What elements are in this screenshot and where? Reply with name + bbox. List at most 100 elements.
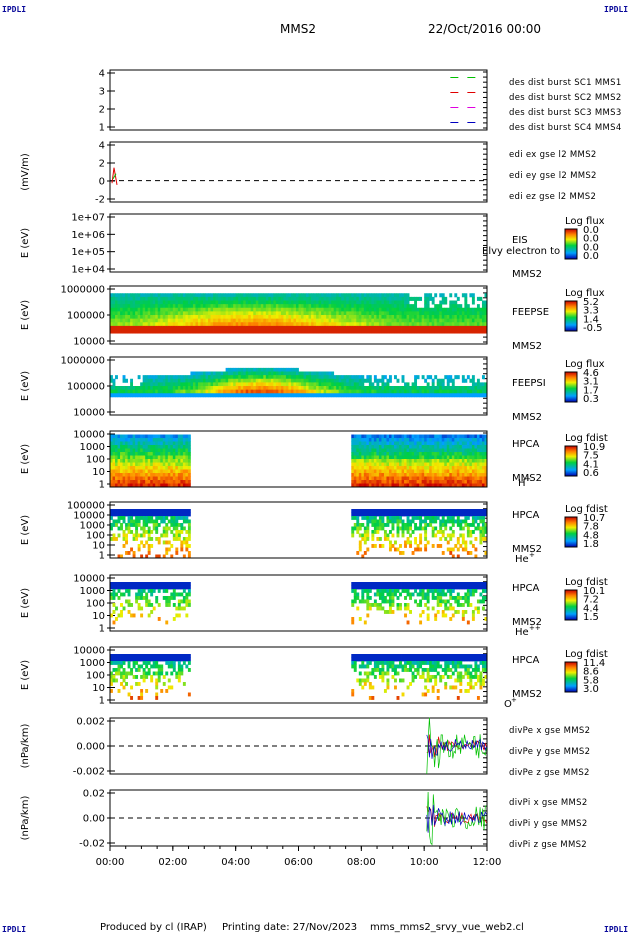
panel-5-heat-cell	[122, 375, 126, 380]
panel-7-ytick-label: 100000	[67, 501, 105, 512]
panel-5-heat-cell	[414, 382, 418, 387]
panel-5-heat-cell	[132, 389, 136, 394]
panel-6-heat-cell	[409, 473, 412, 477]
panel-4-heat-cell	[213, 296, 216, 301]
panel-4-heat-cell	[155, 329, 159, 334]
panel-6-heat-cell	[120, 445, 123, 449]
panel-5-heat-cell	[419, 389, 423, 394]
panel-4-heat-cell	[228, 315, 232, 320]
panel-4-heat-cell	[323, 315, 327, 320]
panel-5-heat-cell	[145, 386, 149, 391]
panel-8-heat-cell	[381, 582, 385, 586]
panel-4-heat-cell	[253, 318, 257, 323]
panel-7-heat-cell	[368, 512, 372, 517]
panel-4-heat-cell	[336, 300, 340, 305]
panel-4-heat-cell	[449, 329, 453, 334]
panel-4-heat-cell	[197, 318, 201, 323]
panel-6-heat-cell	[461, 452, 465, 456]
panel-4-heat-cell	[295, 311, 299, 316]
panel-4-heat-cell	[270, 293, 274, 298]
panel-7-heat-cell	[132, 537, 136, 541]
panel-6-heat-cell	[112, 469, 116, 474]
panel-6-heat-cell	[394, 434, 397, 439]
panel-4-heat-cell	[160, 293, 164, 298]
panel-6-heat-cell	[162, 459, 166, 463]
panel-6-heat-cell	[399, 455, 402, 460]
panel-5-heat-cell	[434, 393, 438, 398]
panel-5-heat-cell	[233, 386, 237, 391]
panel-7-heat-cell	[368, 516, 372, 520]
panel-2-ytick-label: -2	[95, 195, 105, 206]
panel-5-heat-cell	[323, 375, 327, 380]
panel-4-heat-cell	[230, 307, 234, 312]
panel-6-heat-cell	[157, 462, 161, 467]
panel-7-heat-cell	[464, 519, 468, 524]
panel-5-heat-cell	[110, 375, 113, 380]
panel-6-heat-cell	[132, 448, 136, 453]
panel-5-heat-cell	[223, 386, 227, 391]
panel-5-heat-cell	[213, 386, 216, 391]
panel-4-heat-cell	[195, 304, 199, 309]
panel-5-heat-cell	[429, 393, 433, 398]
panel-6-heat-cell	[165, 476, 169, 481]
panel-5-heat-cell	[225, 389, 229, 394]
panel-4-heat-cell	[208, 293, 211, 298]
panel-4-heat-cell	[321, 300, 325, 305]
panel-7-heat-cell	[155, 526, 159, 531]
panel-5-heat-cell	[404, 382, 407, 387]
panel-8-heat-cell	[182, 599, 186, 604]
panel-7-heat-cell	[185, 544, 189, 548]
panel-6-heat-cell	[361, 473, 365, 477]
panel-5-heat-cell	[192, 375, 196, 380]
panel-8-heat-cell	[381, 592, 385, 597]
panel-4-heat-cell	[190, 329, 194, 334]
panel-5-heat-cell	[208, 378, 211, 383]
panel-6-heat-cell	[110, 462, 113, 467]
panel-6-heat-cell	[416, 452, 420, 456]
panel-7-species-charge: +	[529, 551, 535, 559]
panel-4-heat-cell	[363, 307, 367, 312]
panel-4-heat-cell	[434, 315, 438, 320]
panel-4-heat-cell	[426, 311, 430, 316]
panel-8-heat-cell	[112, 592, 116, 597]
panel-7-heat-cell	[363, 540, 367, 545]
panel-4-heat-cell	[378, 311, 382, 316]
panel-6-heat-cell	[125, 448, 128, 453]
panel-8-heat-cell	[162, 582, 166, 586]
panel-6-heat-cell	[368, 469, 372, 474]
panel-7-heat-cell	[170, 544, 174, 548]
panel-4-heat-cell	[295, 304, 299, 309]
panel-4-heat-cell	[338, 325, 342, 330]
panel-6-heat-cell	[117, 473, 121, 477]
panel-5-heat-cell	[197, 382, 201, 387]
panel-5-heat-cell	[150, 386, 154, 391]
panel-4-heat-cell	[175, 325, 179, 330]
panel-4-heat-cell	[313, 329, 317, 334]
panel-4-heat-cell	[399, 315, 402, 320]
panel-6-heat-cell	[416, 483, 420, 488]
panel-4-heat-cell	[328, 311, 332, 316]
panel-4-heat-cell	[275, 318, 279, 323]
panel-6-heat-cell	[466, 480, 470, 484]
panel-4-heat-cell	[363, 311, 367, 316]
panel-6-heat-cell	[137, 434, 141, 439]
panel-7-heat-cell	[424, 544, 428, 548]
panel-4-heat-cell	[185, 322, 189, 327]
panel-5-heat-cell	[338, 378, 342, 383]
panel-7-heat-cell	[441, 509, 445, 513]
panel-6-heat-cell	[381, 445, 385, 449]
panel-8-heat-cell	[170, 585, 174, 590]
panel-4-heat-cell	[235, 307, 239, 312]
panel-4-heat-cell	[288, 322, 292, 327]
panel-7-heat-cell	[162, 516, 166, 520]
panel-6-heat-cell	[132, 462, 136, 467]
panel-8-heat-cell	[180, 606, 184, 611]
panel-6-heat-cell	[399, 459, 402, 463]
panel-6-heat-cell	[399, 476, 402, 481]
panel-4-heat-cell	[275, 315, 279, 320]
panel-4-heat-cell	[125, 304, 128, 309]
panel-6-heat-cell	[383, 434, 387, 439]
panel-8-heat-cell	[353, 585, 357, 590]
panel-5-heat-cell	[444, 386, 448, 391]
